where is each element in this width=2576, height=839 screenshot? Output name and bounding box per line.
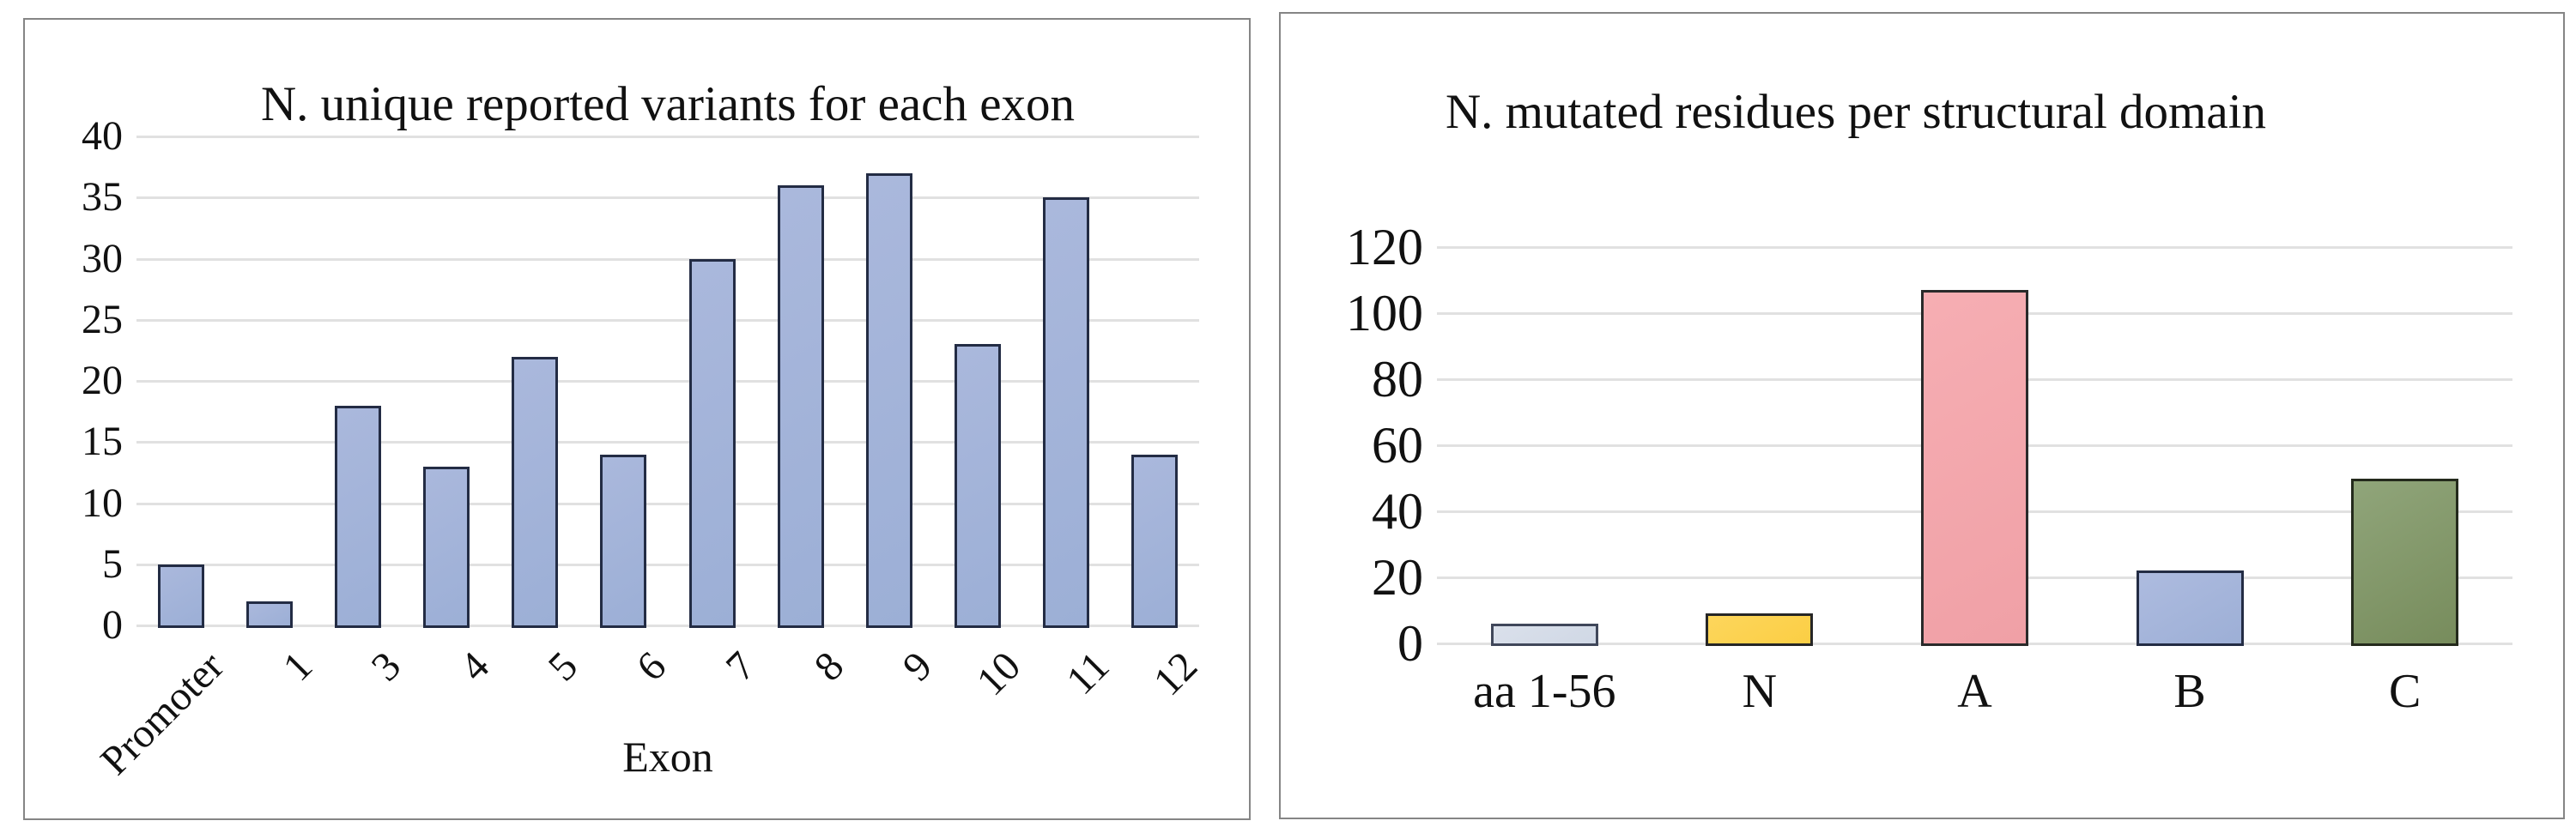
y-tick-label: 0 [1397,615,1423,672]
y-tick-label: 20 [1372,549,1423,606]
gridline-y10 [136,502,1199,505]
gridline-y30 [136,257,1199,261]
exon-variants-chart-panel: N. unique reported variants for each exo… [23,18,1251,820]
bar-12 [1131,454,1179,628]
y-tick-label: 80 [1372,351,1423,407]
bar-3 [334,405,381,628]
y-tick-label: 10 [82,480,123,526]
x-tick-label-text: 6 [628,643,676,691]
y-tick-label: 20 [82,358,123,403]
x-tick-label-text: 9 [894,643,942,691]
bar-7 [688,258,736,628]
bar-promoter [157,564,204,628]
x-tick-label: aa 1-56 [1473,665,1616,718]
chart-title: N. unique reported variants for each exo… [260,77,1076,131]
x-tick-label-text: 4 [451,643,499,691]
bar-6 [600,454,647,628]
gridline-y20 [136,380,1199,383]
y-tick-label: 15 [82,419,123,465]
y-tick-label: 40 [1372,483,1423,540]
bar-10 [955,344,1002,628]
gridline-y35 [136,196,1199,200]
x-tick-label-text: 1 [274,643,321,691]
x-tick-label-text: 7 [717,643,764,691]
bar-n [1706,613,1814,646]
y-tick-label: 60 [1372,417,1423,474]
y-tick-label: 5 [102,540,123,587]
domain-mutations-chart-panel: N. mutated residues per structural domai… [1279,12,2565,819]
y-tick-label: 35 [82,174,123,220]
x-axis-title: Exon [622,733,713,781]
gridline-y15 [136,441,1199,444]
x-tick-label: N [1742,665,1778,718]
bar-c [2351,478,2459,646]
bar-8 [777,185,824,628]
y-tick-label: 30 [82,235,123,281]
bar-a [1921,290,2028,646]
gridline-y120 [1437,246,2512,249]
gridline-y0 [136,625,1199,627]
x-tick-label-text: 10 [967,643,1030,705]
y-tick-label: 100 [1346,285,1423,341]
bar-b [2136,570,2244,646]
bar-4 [423,466,470,628]
bar-9 [865,172,912,628]
x-tick-label-text: 12 [1145,643,1207,705]
y-tick-label: 25 [82,296,123,342]
bar-1 [245,601,293,628]
gridline-y5 [136,563,1199,566]
y-tick-label: 40 [82,113,123,159]
x-tick-label-text: 8 [805,643,852,691]
chart-title: N. mutated residues per structural domai… [1445,85,2267,139]
bar-11 [1043,197,1090,628]
y-tick-label: 0 [102,602,123,648]
bar-aa-1-56 [1490,623,1598,646]
x-tick-label-text: 3 [362,643,410,691]
x-tick-label: C [2389,665,2421,718]
gridline-y40 [136,136,1199,138]
x-tick-label-text: 11 [1058,643,1118,703]
bar-5 [512,356,559,628]
y-tick-label: 120 [1346,219,1423,275]
x-tick-label: A [1957,665,1992,718]
gridline-y25 [136,318,1199,322]
x-tick-label-text: 5 [539,643,587,691]
x-tick-label: B [2173,665,2206,718]
